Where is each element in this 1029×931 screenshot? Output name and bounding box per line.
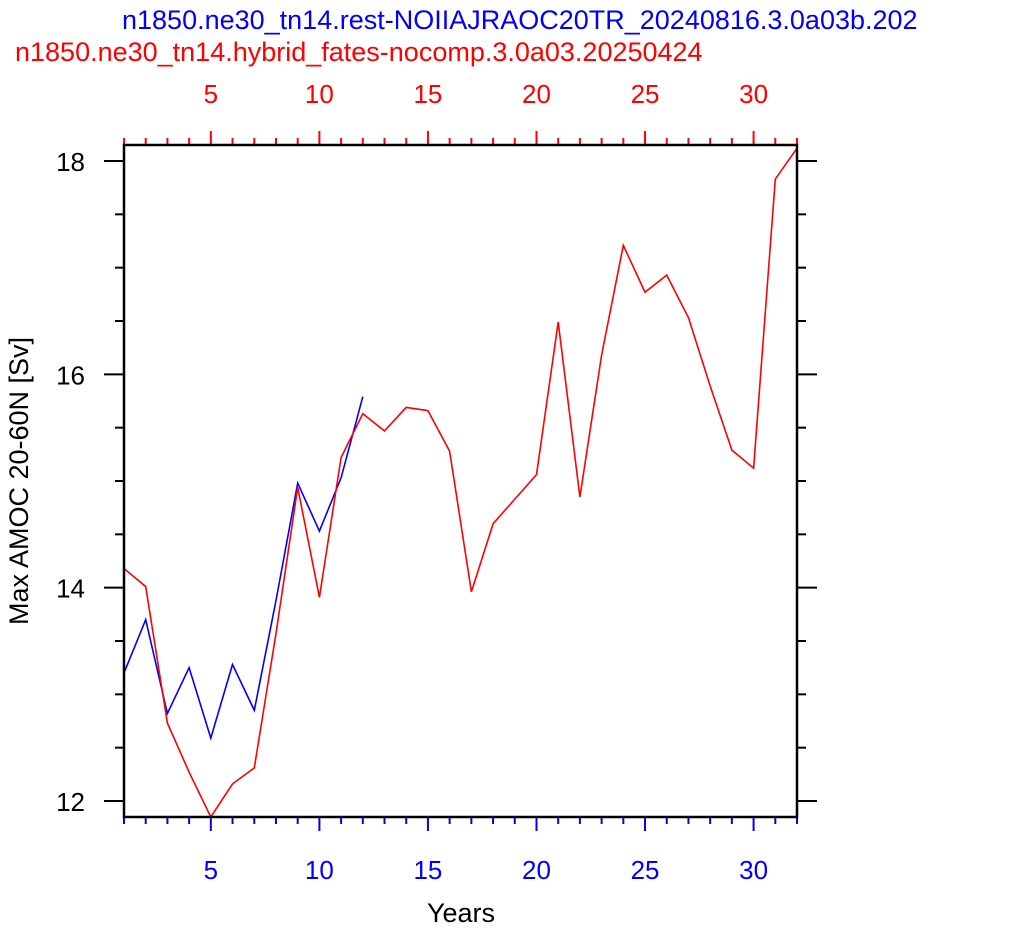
y-tick-label: 14 <box>56 574 85 604</box>
y-tick-label: 12 <box>56 787 85 817</box>
top-x-tick-label: 15 <box>413 79 442 109</box>
series-line-1 <box>123 396 364 741</box>
bottom-x-tick-label: 5 <box>204 855 218 885</box>
y-tick-label: 16 <box>56 360 85 390</box>
top-x-tick-label: 20 <box>522 79 551 109</box>
bottom-x-tick-label: 10 <box>305 855 334 885</box>
top-x-tick-label: 5 <box>204 79 218 109</box>
bottom-x-tick-label: 30 <box>739 855 768 885</box>
chart-title-2: n1850.ne30_tn14.hybrid_fates-nocomp.3.0a… <box>15 37 703 67</box>
bottom-x-tick-label: 25 <box>631 855 660 885</box>
chart-title-1: n1850.ne30_tn14.rest-NOIIAJRAOC20TR_2024… <box>122 5 918 35</box>
bottom-x-tick-label: 15 <box>413 855 442 885</box>
plot-frame <box>122 143 799 819</box>
chart-titles: n1850.ne30_tn14.rest-NOIIAJRAOC20TR_2024… <box>15 5 918 67</box>
series-line-2 <box>123 147 798 819</box>
axis-ticks <box>104 131 817 831</box>
x-axis-label: Years <box>427 898 495 928</box>
series-layer <box>123 147 798 819</box>
bottom-x-tick-label: 20 <box>522 855 551 885</box>
top-x-tick-label: 10 <box>305 79 334 109</box>
top-x-tick-label: 30 <box>739 79 768 109</box>
top-x-tick-label: 25 <box>631 79 660 109</box>
y-axis-label: Max AMOC 20-60N [Sv] <box>4 337 34 625</box>
tick-labels: 5 10 15 20 25 30 5 10 15 20 25 30 12 14 16 18 <box>56 79 768 885</box>
y-tick-label: 18 <box>56 147 85 177</box>
